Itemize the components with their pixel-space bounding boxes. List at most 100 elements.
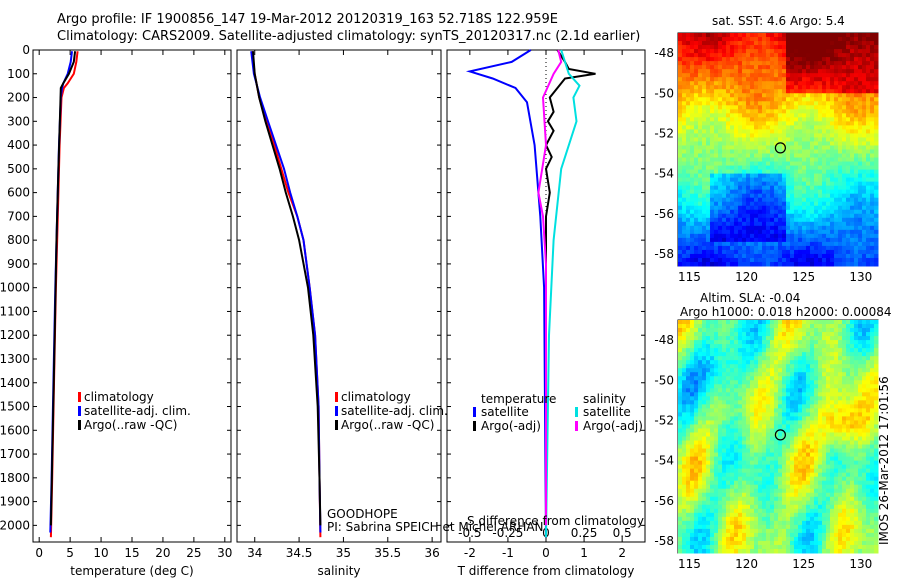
heatmap-cell (778, 49, 783, 54)
heatmap-cell (802, 161, 807, 167)
heatmap-cell (694, 380, 699, 385)
heatmap-cell (726, 324, 731, 329)
heatmap-cell (870, 61, 875, 66)
heatmap-cell (778, 229, 783, 235)
heatmap-cell (862, 344, 867, 349)
heatmap-cell (846, 400, 851, 405)
heatmap-cell (754, 113, 759, 118)
heatmap-cell (722, 424, 727, 429)
heatmap-cell (706, 372, 711, 377)
heatmap-cell (766, 113, 771, 118)
heatmap-cell (782, 416, 787, 421)
heatmap-cell (798, 105, 803, 110)
heatmap-cell (762, 428, 767, 433)
heatmap-cell (750, 117, 755, 122)
heatmap-cell (874, 428, 879, 433)
heatmap-cell (806, 125, 811, 130)
heatmap-cell (822, 428, 827, 433)
heatmap-cell (830, 428, 835, 433)
heatmap-cell (726, 388, 731, 393)
heatmap-cell (834, 420, 839, 425)
heatmap-cell (734, 328, 739, 333)
heatmap-cell (754, 61, 759, 66)
heatmap-cell (750, 324, 755, 329)
heatmap-cell (854, 201, 859, 207)
heatmap-cell (790, 245, 795, 251)
heatmap-cell (806, 33, 811, 38)
x-axis-label: temperature (deg C) (70, 564, 193, 578)
heatmap-cell (718, 324, 723, 329)
heatmap-cell (854, 133, 859, 138)
heatmap-cell (678, 364, 683, 369)
heatmap-cell (766, 380, 771, 385)
heatmap-cell (738, 161, 743, 167)
heatmap-cell (734, 113, 739, 118)
heatmap-cell (846, 177, 851, 183)
heatmap-cell (694, 432, 699, 437)
heatmap-cell (810, 420, 815, 425)
heatmap-cell (874, 85, 879, 90)
heatmap-cell (718, 45, 723, 50)
heatmap-cell (862, 93, 867, 98)
heatmap-cell (746, 237, 751, 243)
heatmap-cell (850, 261, 855, 267)
heatmap-cell (854, 81, 859, 86)
heatmap-cell (850, 137, 855, 142)
heatmap-cell (758, 460, 763, 466)
heatmap-cell (678, 324, 683, 329)
heatmap-cell (854, 392, 859, 397)
heatmap-cell (874, 165, 879, 171)
heatmap-cell (758, 452, 763, 458)
heatmap-cell (802, 157, 807, 163)
heatmap-cell (734, 380, 739, 385)
heatmap-cell (838, 261, 843, 267)
heatmap-cell (722, 456, 727, 462)
heatmap-cell (706, 153, 711, 159)
heatmap-cell (814, 145, 819, 150)
heatmap-cell (786, 189, 791, 195)
heatmap-cell (798, 129, 803, 134)
heatmap-cell (706, 201, 711, 207)
heatmap-cell (694, 209, 699, 215)
heatmap-cell (770, 428, 775, 433)
heatmap-cell (758, 368, 763, 373)
heatmap-cell (842, 241, 847, 247)
heatmap-cell (754, 169, 759, 175)
heatmap-cell (686, 189, 691, 195)
heatmap-cell (834, 396, 839, 401)
heatmap-cell (826, 97, 831, 102)
heatmap-cell (822, 129, 827, 134)
x2-tick-label: 0.5 (613, 526, 632, 540)
heatmap-cell (702, 85, 707, 90)
heatmap-cell (834, 261, 839, 267)
x-tick-label: 15 (124, 546, 139, 560)
heatmap-cell (786, 420, 791, 425)
heatmap-cell (714, 57, 719, 62)
heatmap-cell (774, 165, 779, 171)
heatmap-cell (682, 109, 687, 114)
heatmap-cell (762, 93, 767, 98)
heatmap-cell (826, 408, 831, 413)
heatmap-cell (686, 452, 691, 458)
heatmap-cell (810, 416, 815, 421)
heatmap-cell (830, 372, 835, 377)
heatmap-cell (694, 368, 699, 373)
heatmap-cell (738, 233, 743, 239)
heatmap-cell (790, 221, 795, 227)
heatmap-cell (678, 372, 683, 377)
heatmap-cell (762, 416, 767, 421)
heatmap-cell (790, 340, 795, 345)
heatmap-cell (754, 428, 759, 433)
heatmap-cell (798, 336, 803, 341)
heatmap-cell (814, 213, 819, 219)
heatmap-cell (806, 408, 811, 413)
heatmap-cell (866, 328, 871, 333)
heatmap-cell (718, 185, 723, 191)
heatmap-cell (730, 97, 735, 102)
heatmap-cell (766, 225, 771, 231)
heatmap-cell (814, 133, 819, 138)
heatmap-cell (802, 324, 807, 329)
heatmap-cell (786, 380, 791, 385)
heatmap-cell (702, 408, 707, 413)
heatmap-cell (806, 241, 811, 247)
